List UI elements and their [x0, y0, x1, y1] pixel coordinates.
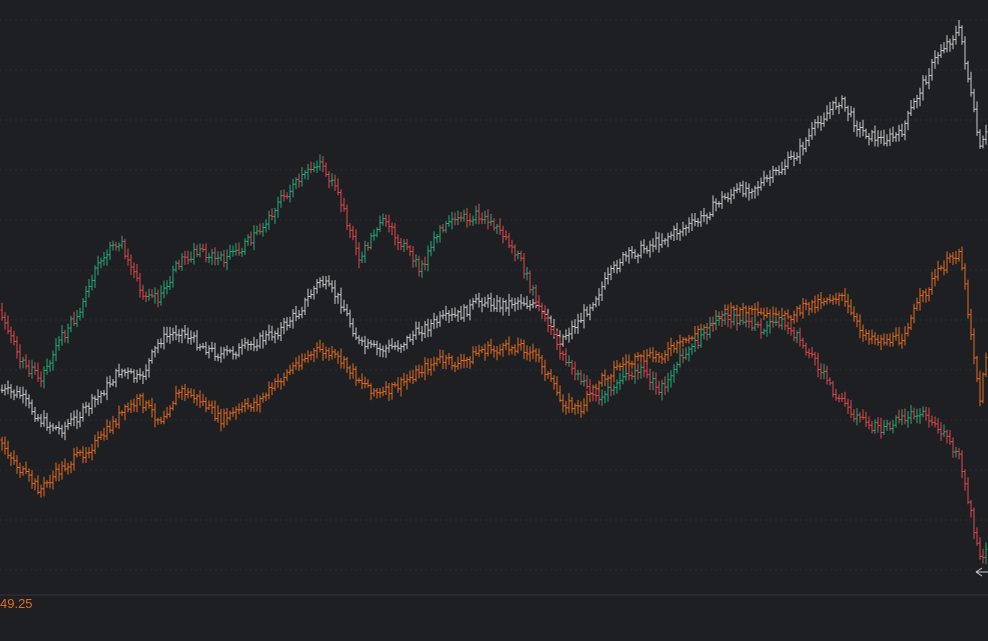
- series-0: [0, 20, 988, 441]
- last-price-label: 49.25: [0, 596, 33, 611]
- series-1: [0, 246, 988, 498]
- series-2: [0, 154, 988, 565]
- price-pointer-icon: [975, 567, 988, 577]
